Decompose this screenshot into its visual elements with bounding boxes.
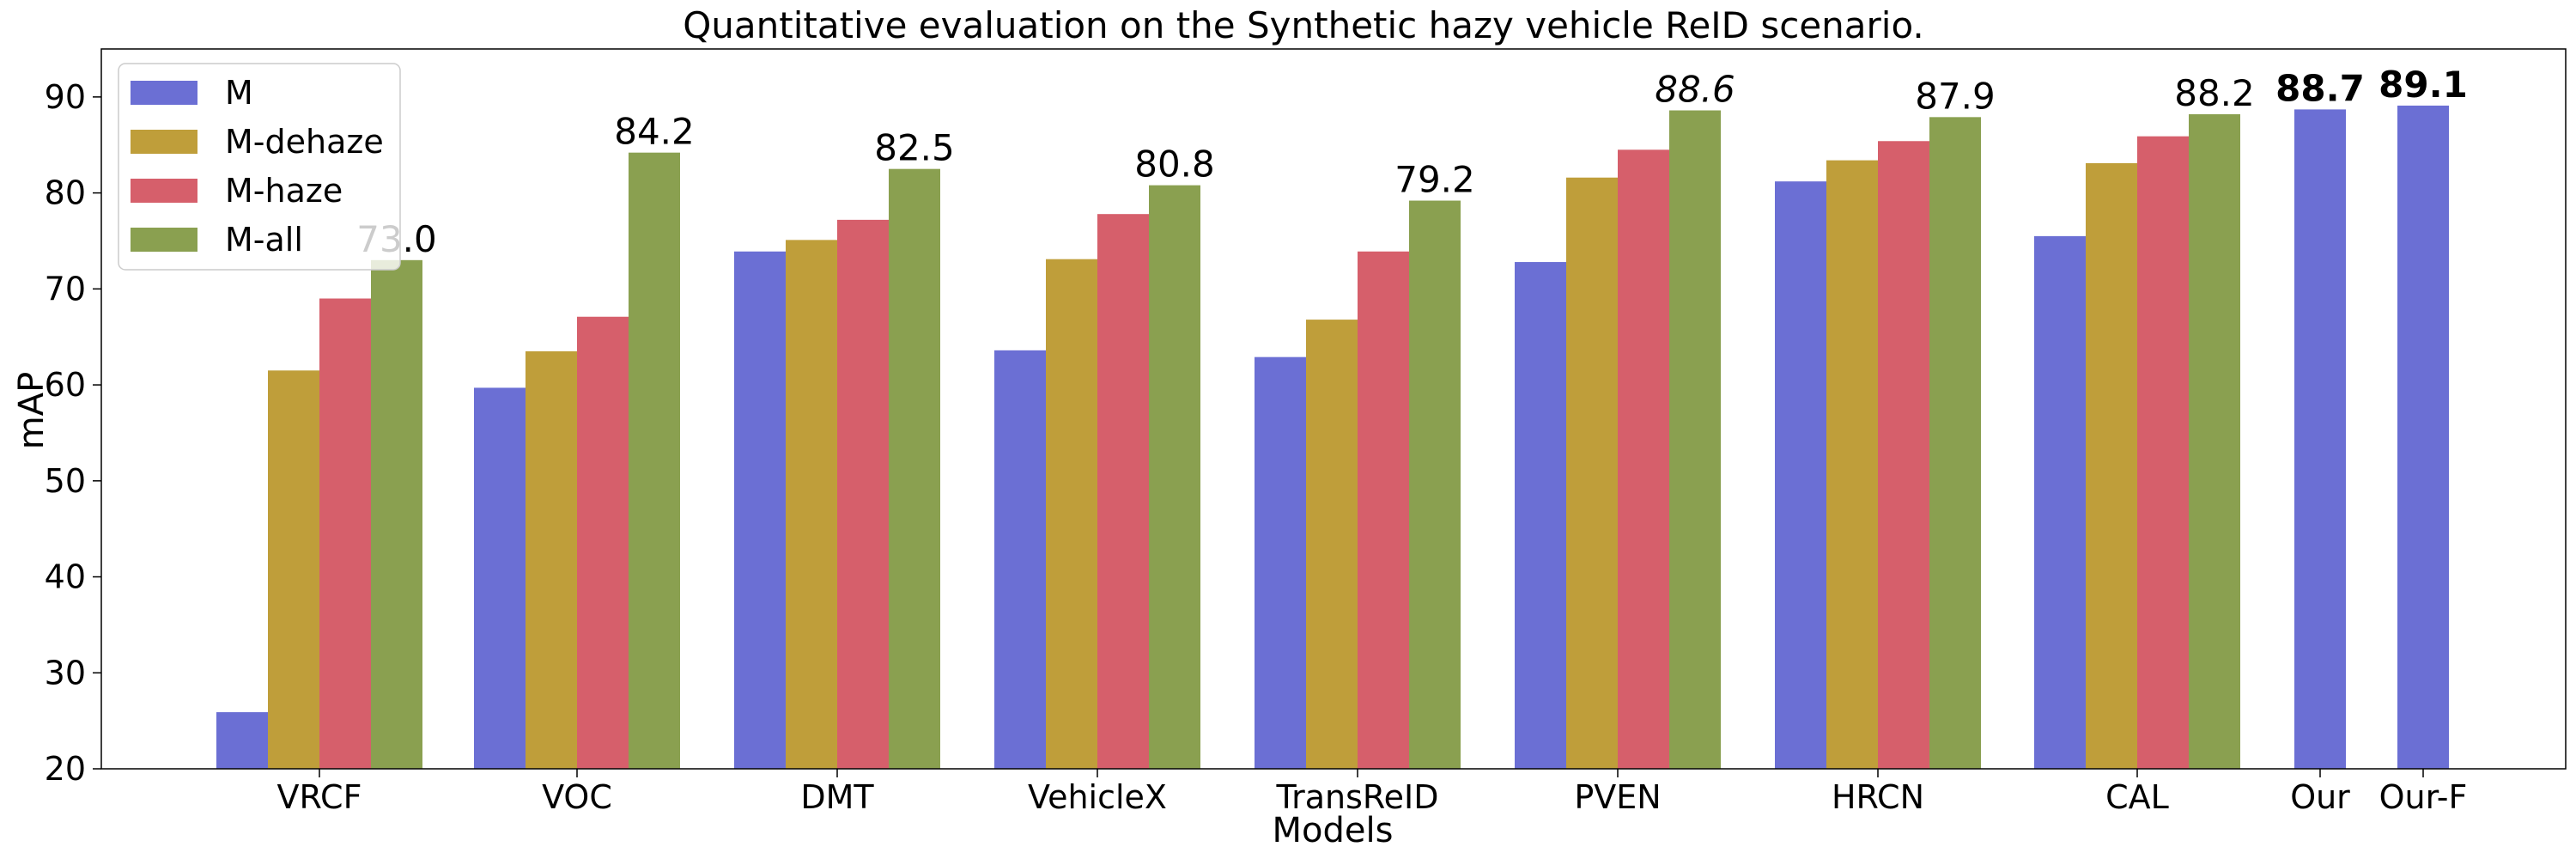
bar-voc-m-haze xyxy=(577,316,629,770)
data-label-dmt: 82.5 xyxy=(874,127,955,169)
data-label-pven: 88.6 xyxy=(1655,69,1735,111)
legend-label-m-all: M-all xyxy=(225,221,303,259)
legend-swatch-m-dehaze xyxy=(131,130,197,154)
y-tick-label: 60 xyxy=(45,366,86,404)
bar-our-f-m xyxy=(2397,105,2449,769)
data-label-voc: 84.2 xyxy=(614,111,695,153)
bar-voc-m-dehaze xyxy=(526,350,577,769)
bar-pven-m-dehaze xyxy=(1566,177,1618,770)
bar-transreid-m-all xyxy=(1409,200,1461,769)
x-tick-label-vehiclex: VehicleX xyxy=(1028,778,1167,816)
legend-box xyxy=(118,63,401,271)
bar-vehiclex-m xyxy=(994,350,1046,769)
chart-title: Quantitative evaluation on the Synthetic… xyxy=(683,4,1924,46)
bar-transreid-m xyxy=(1255,356,1306,769)
y-axis: 20 30 40 50 60 70 80 90 xyxy=(45,78,101,788)
bar-hrcn-m-haze xyxy=(1878,141,1929,770)
y-tick-label: 20 xyxy=(45,750,86,788)
bar-vehiclex-m-all xyxy=(1149,185,1200,770)
bar-vehiclex-m-dehaze xyxy=(1046,259,1097,769)
bar-dmt-m-all xyxy=(889,168,940,769)
bar-voc-m xyxy=(474,387,526,769)
data-label-vehiclex: 80.8 xyxy=(1134,143,1215,186)
x-tick-label-dmt: DMT xyxy=(800,778,874,816)
bar-transreid-m-haze xyxy=(1358,251,1409,769)
data-label-hrcn: 87.9 xyxy=(1915,75,1996,117)
bar-hrcn-m-dehaze xyxy=(1826,160,1878,770)
x-tick-label-our: Our xyxy=(2290,778,2350,816)
legend: M M-dehaze M-haze M-all xyxy=(118,63,401,271)
y-tick-label: 70 xyxy=(45,270,86,308)
bar-vrcf-m-all xyxy=(371,259,422,769)
x-tick-label-hrcn: HRCN xyxy=(1832,778,1924,816)
bar-hrcn-m xyxy=(1775,181,1826,769)
y-tick-label: 40 xyxy=(45,558,86,596)
bar-dmt-m-dehaze xyxy=(786,240,837,769)
bar-vehiclex-m-haze xyxy=(1097,214,1149,769)
data-label-cal: 88.2 xyxy=(2174,72,2255,114)
y-axis-label: mAP xyxy=(12,372,52,449)
y-tick-label: 50 xyxy=(45,462,86,500)
y-tick-label: 30 xyxy=(45,654,86,691)
plot-area: 73.084.282.580.879.288.687.988.288.789.1 xyxy=(100,48,2567,770)
bar-transreid-m-dehaze xyxy=(1306,320,1358,769)
bar-pven-m xyxy=(1515,262,1566,770)
legend-label-m-dehaze: M-dehaze xyxy=(225,123,384,161)
bar-cal-m-haze xyxy=(2137,136,2189,769)
legend-label-m: M xyxy=(225,74,253,112)
y-tick-label: 90 xyxy=(45,78,86,116)
x-tick-label-transreid: TransReID xyxy=(1276,778,1439,816)
bar-dmt-m xyxy=(734,251,786,769)
plot-frame xyxy=(100,48,2567,770)
bar-cal-m-dehaze xyxy=(2086,162,2137,770)
legend-swatch-m-all xyxy=(131,228,197,252)
y-tick-label: 80 xyxy=(45,174,86,212)
bar-dmt-m-haze xyxy=(837,219,889,770)
data-label-our: 88.7 xyxy=(2275,67,2365,109)
data-label-transreid: 79.2 xyxy=(1394,159,1475,201)
x-tick-label-voc: VOC xyxy=(542,778,612,816)
bar-hrcn-m-all xyxy=(1929,117,1981,769)
bar-pven-m-haze xyxy=(1618,149,1669,769)
x-tick-label-cal: CAL xyxy=(2105,778,2169,816)
bar-vrcf-m-dehaze xyxy=(268,370,319,769)
bar-our-m xyxy=(2294,109,2346,770)
bar-vrcf-m xyxy=(216,712,268,769)
legend-swatch-m-haze xyxy=(131,179,197,203)
legend-swatch-m xyxy=(131,81,197,105)
bar-voc-m-all xyxy=(629,152,680,769)
x-tick-label-our-f: Our-F xyxy=(2379,778,2468,816)
x-tick-label-vrcf: VRCF xyxy=(277,778,362,816)
x-axis: VRCF VOC DMT VehicleX TransReID PVEN HRCN CAL Ou… xyxy=(277,769,2468,816)
bar-cal-m-all xyxy=(2189,113,2240,770)
x-axis-label: Models xyxy=(1273,811,1394,850)
bar-vrcf-m-haze xyxy=(319,298,371,769)
data-label-our-f: 89.1 xyxy=(2379,64,2468,106)
x-tick-label-pven: PVEN xyxy=(1574,778,1661,816)
bar-cal-m xyxy=(2034,235,2086,769)
legend-label-m-haze: M-haze xyxy=(225,172,343,210)
bar-pven-m-all xyxy=(1669,110,1721,769)
